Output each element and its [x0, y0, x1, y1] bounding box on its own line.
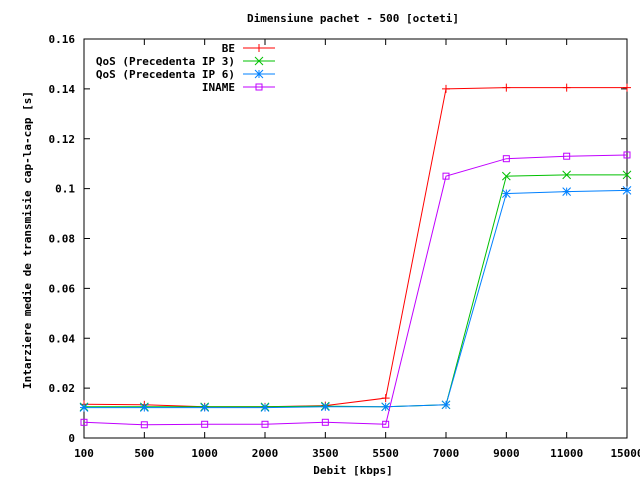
data-point	[501, 189, 511, 198]
legend-item: QoS (Precedenta IP 3)	[96, 55, 275, 68]
x-tick-label: 5500	[372, 447, 399, 460]
data-point	[502, 155, 510, 163]
data-point	[200, 403, 210, 412]
data-point	[80, 418, 88, 426]
series-line	[83, 154, 628, 426]
x-tick-label: 3500	[312, 447, 339, 460]
x-tick-label: 9000	[493, 447, 520, 460]
y-tick-label: 0.02	[49, 382, 76, 395]
legend-marker	[255, 44, 263, 52]
legend-marker	[254, 56, 264, 66]
data-point	[381, 402, 391, 412]
legend-item: BE	[222, 42, 275, 55]
data-point	[563, 152, 571, 160]
data-point	[502, 83, 511, 92]
series-0	[80, 83, 631, 411]
x-tick-label: 1000	[191, 447, 218, 460]
data-point	[562, 83, 571, 92]
x-tick-label: 15000	[610, 447, 640, 460]
y-tick-label: 0.06	[49, 282, 76, 295]
legend-label: INAME	[202, 81, 235, 94]
data-point	[261, 420, 269, 428]
data-point	[501, 171, 511, 181]
y-tick-label: 0.08	[49, 233, 76, 246]
data-point	[562, 187, 572, 196]
series-3	[80, 151, 631, 429]
x-tick-label: 2000	[252, 447, 279, 460]
y-tick-label: 0.12	[49, 133, 76, 146]
series-line	[84, 174, 627, 408]
data-point	[260, 403, 270, 412]
data-point	[622, 170, 632, 180]
series-1	[79, 170, 632, 412]
plot-frame	[83, 38, 628, 439]
data-point	[140, 421, 148, 429]
series-line	[83, 87, 627, 408]
chart-title: Dimensiune pachet - 500 [octeti]	[247, 12, 459, 25]
data-point	[320, 402, 330, 412]
y-tick-label: 0.14	[49, 83, 76, 96]
x-tick-label: 7000	[433, 447, 460, 460]
legend-label: QoS (Precedenta IP 6)	[96, 68, 235, 81]
data-point	[321, 418, 329, 426]
series-layer	[79, 83, 632, 429]
data-point	[623, 83, 631, 92]
y-tick-label: 0	[68, 432, 75, 445]
data-point	[442, 172, 450, 180]
legend-marker	[255, 83, 263, 91]
data-point	[562, 170, 572, 180]
legend-marker	[254, 69, 264, 79]
data-point	[139, 403, 149, 412]
x-tick-label: 100	[74, 447, 94, 460]
y-axis-label: Intarziere medie de transmisie cap-la-ca…	[21, 91, 34, 389]
x-tick-label: 500	[134, 447, 154, 460]
x-tick-label: 11000	[550, 447, 583, 460]
data-point	[79, 403, 89, 412]
series-line	[84, 189, 628, 409]
data-point	[441, 400, 451, 410]
y-tick-label: 0.04	[49, 332, 76, 345]
data-point	[201, 420, 209, 428]
legend-item: QoS (Precedenta IP 6)	[96, 68, 275, 81]
y-tick-label: 0.1	[55, 183, 75, 196]
data-point	[382, 420, 390, 428]
data-point	[622, 186, 632, 195]
series-2	[79, 186, 632, 412]
y-tick-label: 0.16	[49, 33, 76, 46]
data-point	[442, 84, 450, 93]
legend-label: QoS (Precedenta IP 3)	[96, 55, 235, 68]
legend-label: BE	[222, 42, 235, 55]
legend-item: INAME	[202, 81, 275, 94]
data-point	[623, 151, 631, 159]
x-axis-label: Debit [kbps]	[313, 464, 392, 477]
data-point	[381, 394, 390, 403]
axis-ticks: 0 0.02 0.04 0.06 0.08 0.1 0.12 0.14 0.16 100 500 10…	[49, 33, 640, 460]
